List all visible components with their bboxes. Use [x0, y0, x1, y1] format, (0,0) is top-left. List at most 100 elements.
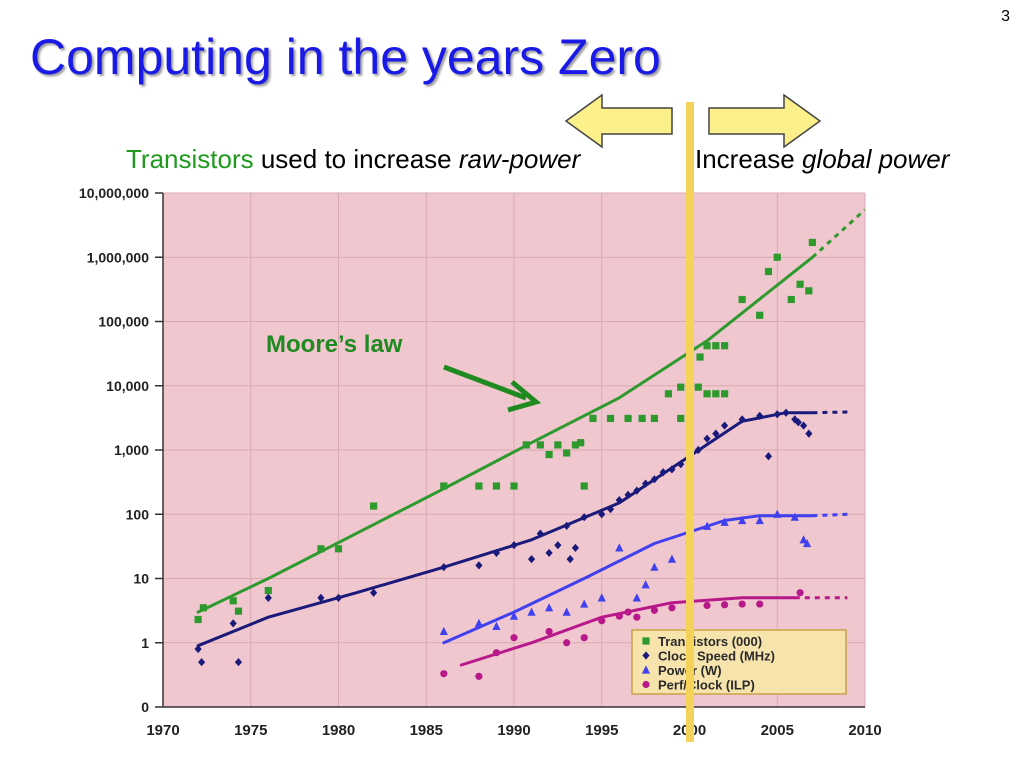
legend-marker-3: [642, 680, 650, 689]
data-point-2: [799, 535, 808, 544]
data-point-0: [234, 607, 243, 615]
data-point-3: [624, 608, 632, 616]
data-point-1: [475, 561, 483, 570]
data-point-1: [598, 510, 606, 519]
data-point-2: [667, 554, 677, 563]
data-point-1: [712, 429, 720, 438]
data-point-0: [664, 390, 673, 398]
data-point-2: [615, 543, 624, 552]
data-point-0: [577, 439, 585, 447]
data-point-3: [721, 601, 729, 609]
data-point-0: [624, 414, 632, 423]
data-point-0: [805, 287, 813, 295]
data-point-2: [439, 626, 448, 636]
data-point-0: [589, 414, 597, 423]
data-point-2: [755, 515, 764, 525]
subtitle-highlight: Transistors: [126, 144, 254, 174]
x-tick-label: 1985: [410, 722, 443, 739]
data-point-0: [703, 342, 711, 350]
y-tick-label: 10,000: [106, 378, 149, 394]
data-point-1: [510, 541, 518, 550]
moores-law-label: Moore’s law: [266, 331, 403, 358]
data-point-2: [738, 515, 747, 525]
data-point-3: [650, 606, 659, 614]
data-point-0: [606, 414, 615, 423]
x-tick-label: 2010: [848, 722, 881, 739]
data-point-0: [764, 267, 773, 276]
slide-title: Computing in the years Zero: [30, 29, 661, 85]
data-point-0: [712, 390, 720, 398]
data-points: [194, 238, 816, 680]
subtitle-right-text: Increase: [695, 144, 802, 174]
data-point-1: [580, 513, 588, 522]
data-point-3: [440, 670, 448, 678]
data-point-1: [194, 644, 202, 654]
data-point-0: [370, 502, 378, 510]
x-tick-label: 1995: [585, 722, 618, 739]
data-point-1: [633, 486, 641, 495]
data-point-1: [668, 465, 676, 474]
data-point-1: [334, 593, 343, 602]
y-tick-label: 1: [141, 635, 149, 651]
data-point-2: [527, 607, 536, 616]
x-tick-label: 1970: [146, 722, 179, 739]
data-point-0: [563, 449, 571, 457]
data-point-1: [721, 421, 729, 430]
data-point-1: [799, 421, 808, 430]
x-tick-label: 1980: [322, 722, 355, 739]
data-point-0: [545, 450, 553, 459]
right-arrow-icon: [708, 93, 822, 149]
data-point-2: [650, 562, 659, 571]
data-point-0: [650, 414, 658, 423]
data-point-0: [703, 390, 711, 398]
data-point-0: [199, 604, 207, 612]
data-point-3: [563, 639, 571, 647]
data-point-1: [571, 543, 580, 552]
left-arrow-icon: [564, 93, 673, 149]
moores-law-arrow-shaft: [443, 364, 527, 401]
y-tick-label: 0: [141, 699, 149, 715]
data-point-2: [802, 538, 812, 548]
data-point-3: [475, 672, 483, 680]
subtitle-emphasis: raw-power: [458, 144, 581, 174]
data-point-0: [571, 441, 580, 449]
data-point-0: [229, 597, 237, 605]
data-point-0: [492, 482, 501, 490]
trend-line-3: [459, 596, 797, 667]
data-point-1: [782, 408, 790, 417]
y-tick-label: 100,000: [98, 314, 149, 330]
data-point-1: [650, 475, 658, 484]
data-point-1: [527, 555, 536, 564]
legend-marker-2: [641, 665, 651, 674]
axes: 1970197519801985199019952000200520100110…: [79, 185, 882, 739]
data-point-2: [562, 607, 571, 616]
data-point-1: [563, 521, 571, 530]
data-point-2: [492, 621, 501, 630]
data-point-1: [440, 563, 448, 572]
data-point-1: [764, 452, 773, 461]
data-point-0: [194, 615, 202, 624]
data-point-0: [773, 253, 781, 261]
data-point-1: [703, 434, 711, 443]
subtitle-left: Transistors used to increase raw-power: [126, 144, 580, 175]
data-point-1: [229, 619, 237, 628]
data-point-0: [796, 280, 804, 288]
data-point-3: [756, 600, 764, 608]
data-point-0: [334, 545, 343, 553]
data-point-1: [677, 460, 685, 469]
data-point-2: [632, 593, 641, 602]
data-point-1: [317, 593, 325, 602]
data-point-3: [545, 627, 553, 636]
legend-marker-1: [642, 651, 650, 660]
trend-extension-0: [811, 208, 865, 259]
trend-line-1: [196, 411, 814, 648]
data-point-0: [721, 342, 729, 350]
data-point-0: [677, 383, 685, 391]
vertical-marker-line: [686, 102, 694, 742]
data-point-1: [694, 445, 702, 455]
data-point-1: [554, 541, 562, 550]
x-tick-label: 1990: [497, 722, 530, 739]
legend-label-1: Clock Speed (MHz): [658, 649, 775, 664]
legend: Transistors (000)Clock Speed (MHz)Power …: [631, 629, 847, 695]
